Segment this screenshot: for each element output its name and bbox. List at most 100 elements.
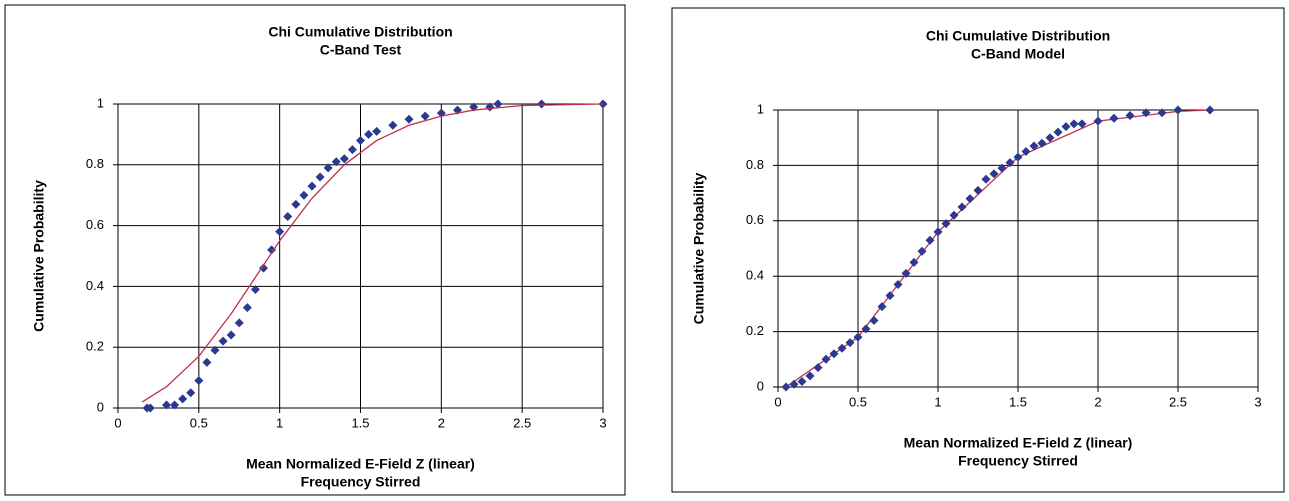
x-tick-label: 1.5: [1009, 394, 1027, 409]
data-point: [1005, 158, 1015, 168]
data-point: [226, 330, 236, 340]
data-point: [493, 99, 503, 109]
chart-title: C-Band Model: [971, 46, 1065, 62]
y-tick-label: 0: [757, 378, 764, 393]
chart-frame: [4, 4, 626, 496]
data-point: [853, 332, 863, 342]
data-point: [1029, 141, 1039, 151]
fit-line: [141, 103, 604, 403]
data-point: [821, 354, 831, 364]
data-point: [1205, 105, 1215, 115]
data-point: [1077, 119, 1087, 129]
data-point: [837, 343, 847, 353]
x-tick-label: 0.5: [849, 394, 867, 409]
y-tick-label: 0.6: [746, 212, 764, 227]
data-point: [965, 194, 975, 204]
data-point: [331, 157, 341, 167]
data-point: [1013, 152, 1023, 162]
data-point: [372, 126, 382, 136]
data-point: [949, 210, 959, 220]
data-point: [829, 349, 839, 359]
chart: Chi Cumulative Distribution C-Band Test 0 0…: [4, 4, 626, 496]
data-point: [901, 268, 911, 278]
x-tick-label: 2.5: [1169, 394, 1187, 409]
data-point: [1021, 147, 1031, 157]
data-point: [1141, 108, 1151, 118]
x-axis-label: Mean Normalized E-Field Z (linear): [904, 435, 1133, 451]
data-point: [909, 257, 919, 267]
x-tick-label: 2.5: [513, 415, 531, 430]
data-point: [323, 163, 333, 173]
data-point: [797, 376, 807, 386]
y-tick-label: 0.4: [746, 268, 764, 283]
data-point: [291, 199, 301, 209]
x-tick-label: 0: [774, 394, 781, 409]
y-tick-label: 0.4: [86, 278, 104, 293]
data-point: [388, 120, 398, 130]
data-point: [170, 400, 180, 410]
data-point: [186, 388, 196, 398]
data-point: [162, 400, 171, 410]
chart-title: C-Band Test: [320, 42, 402, 58]
data-point: [404, 114, 414, 124]
data-point: [1093, 116, 1103, 126]
x-tick-label: 0: [114, 415, 121, 430]
data-point: [347, 145, 357, 155]
data-point: [861, 324, 871, 334]
data-point: [307, 181, 317, 191]
data-point: [789, 379, 799, 389]
data-point: [283, 211, 293, 221]
data-point: [1061, 122, 1071, 132]
data-point: [234, 318, 244, 328]
x-axis-label: Frequency Stirred: [958, 453, 1078, 469]
chart: Chi Cumulative Distribution C-Band Model 0…: [671, 7, 1285, 493]
data-point: [997, 163, 1007, 173]
data-point: [1045, 133, 1055, 143]
y-tick-label: 0.2: [86, 339, 104, 354]
x-axis-label: Frequency Stirred: [301, 474, 421, 490]
data-point: [989, 169, 999, 179]
y-tick-label: 1: [757, 101, 764, 116]
data-point: [210, 345, 220, 355]
data-point: [339, 154, 349, 164]
data-point: [218, 336, 228, 346]
data-point: [364, 129, 374, 139]
data-point: [917, 246, 927, 256]
chart-frame: [671, 7, 1285, 493]
data-point: [202, 357, 212, 367]
y-tick-label: 0.8: [86, 156, 104, 171]
data-point: [957, 202, 967, 212]
y-tick-label: 0.8: [746, 157, 764, 172]
x-tick-label: 1: [934, 394, 941, 409]
data-point: [1053, 127, 1063, 137]
x-tick-label: 3: [1254, 394, 1261, 409]
data-point: [145, 403, 155, 413]
chart-title: Chi Cumulative Distribution: [926, 28, 1110, 44]
data-point: [925, 235, 935, 245]
data-point: [315, 172, 325, 182]
data-point: [885, 291, 895, 301]
data-point: [1125, 111, 1135, 121]
data-point: [242, 303, 252, 313]
data-point: [1109, 113, 1119, 123]
data-point: [1069, 119, 1079, 129]
data-point: [1173, 105, 1183, 115]
data-point: [259, 263, 268, 273]
data-point: [299, 190, 309, 200]
data-point: [275, 227, 285, 237]
data-point: [420, 111, 430, 121]
data-point: [941, 219, 951, 229]
data-point: [356, 135, 365, 145]
y-tick-label: 0.2: [746, 323, 764, 338]
data-point: [537, 99, 547, 109]
chart-title: Chi Cumulative Distribution: [268, 24, 452, 40]
data-point: [781, 382, 791, 392]
y-axis-label: Cumulative Probability: [31, 180, 47, 332]
data-point: [1157, 108, 1167, 118]
y-axis-label: Cumulative Probability: [691, 172, 707, 324]
data-point: [893, 280, 903, 290]
data-point: [877, 302, 887, 312]
x-tick-label: 0.5: [190, 415, 208, 430]
